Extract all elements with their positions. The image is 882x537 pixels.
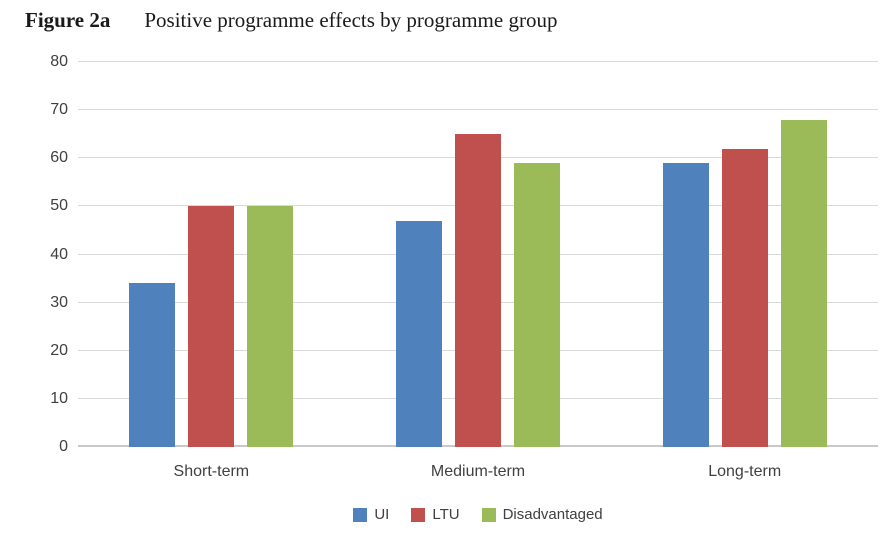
legend-label-disadvantaged: Disadvantaged <box>502 506 603 523</box>
y-tick-label-70: 70 <box>50 101 68 119</box>
bar-long-term-ltu <box>721 148 768 447</box>
legend-item-ltu: LTU <box>411 506 460 523</box>
y-tick-label-80: 80 <box>50 53 68 70</box>
x-label-medium-term: Medium-term <box>430 463 526 480</box>
y-tick-label-0: 0 <box>59 438 68 455</box>
gridline-70 <box>78 109 878 111</box>
y-tick-label-20: 20 <box>50 341 68 359</box>
legend-label-ui: UI <box>374 506 390 523</box>
legend-item-ui: UI <box>353 506 389 523</box>
bar-short-term-disadvantaged <box>247 206 294 447</box>
legend-swatch-ltu <box>411 507 426 522</box>
gridline-80 <box>78 61 878 62</box>
legend: UI LTU Disadvantaged <box>78 506 878 523</box>
legend-label-ltu: LTU <box>432 506 460 523</box>
x-axis-labels: Short-term Medium-term Long-term <box>78 463 878 481</box>
bar-medium-term-disadvantaged <box>514 163 560 447</box>
bar-group-long-term <box>611 62 878 447</box>
y-tick-label-40: 40 <box>50 245 68 263</box>
bar-medium-term-ui <box>396 220 442 447</box>
y-axis-tick-labels: 0 10 20 30 40 50 60 70 80 <box>28 53 68 455</box>
bar-group-medium-term <box>345 62 612 447</box>
bar-long-term-ui <box>662 163 709 447</box>
y-tick-label-60: 60 <box>50 149 68 167</box>
y-tick-label-10: 10 <box>50 389 68 407</box>
bar-group-short-term <box>78 62 345 447</box>
y-tick-label-30: 30 <box>50 293 68 311</box>
y-tick-label-50: 50 <box>50 197 68 215</box>
bar-short-term-ltu <box>188 206 235 447</box>
bar-short-term-ui <box>129 283 176 447</box>
legend-swatch-disadvantaged <box>481 507 496 522</box>
bar-groups <box>78 62 878 447</box>
bar-long-term-disadvantaged <box>780 119 827 447</box>
x-label-long-term: Long-term <box>708 463 782 480</box>
legend-swatch-ui <box>353 507 368 522</box>
plot-area <box>78 61 878 447</box>
figure-caption-text: Positive programme effects by programme … <box>144 8 558 32</box>
figure-caption: Figure 2a Positive programme effects by p… <box>25 8 557 33</box>
figure-label: Figure 2a <box>25 8 111 32</box>
legend-item-disadvantaged: Disadvantaged <box>481 506 603 523</box>
x-label-short-term: Short-term <box>173 463 250 480</box>
bar-medium-term-ltu <box>455 134 501 447</box>
